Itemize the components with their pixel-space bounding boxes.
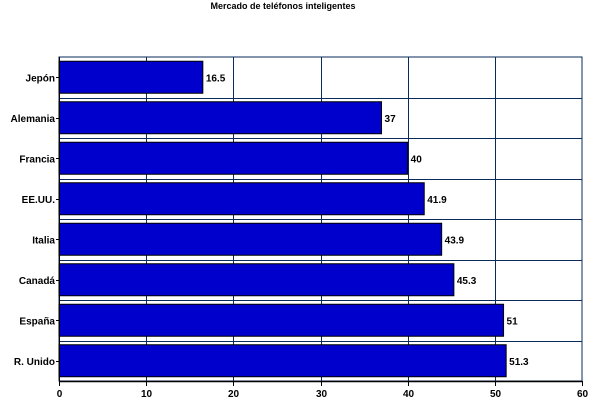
data-label-3: 41.9 (427, 195, 447, 206)
axes (56, 57, 583, 386)
x-tick-label-4: 40 (403, 389, 415, 400)
chart-title: Mercado de teléfonos inteligentes (210, 1, 356, 11)
data-label-4: 43.9 (445, 235, 465, 246)
x-tick-label-3: 30 (316, 389, 328, 400)
category-label-2: Francia (19, 154, 55, 165)
data-label-7: 51.3 (509, 357, 529, 368)
bars (58, 60, 507, 378)
category-label-0: Jepón (26, 73, 55, 84)
category-label-5: Canadá (19, 276, 56, 287)
bar-3 (58, 182, 425, 216)
x-tick-label-5: 50 (490, 389, 502, 400)
data-label-6: 51 (507, 316, 519, 327)
category-label-1: Alemania (11, 114, 56, 125)
data-label-0: 16.5 (206, 73, 226, 84)
bar-0 (58, 60, 204, 94)
bar-7 (58, 344, 507, 378)
data-label-5: 45.3 (457, 276, 477, 287)
bar-1 (58, 101, 383, 135)
category-label-4: Italia (32, 235, 55, 246)
category-label-6: España (19, 316, 55, 327)
category-label-3: EE.UU. (22, 195, 56, 206)
labels: 16.5 Jepón 37 Alemania 40 Francia 41.9 EE.UU. 43… (11, 73, 589, 400)
x-tick-label-0: 0 (57, 389, 63, 400)
data-label-1: 37 (385, 114, 397, 125)
bar-4 (58, 222, 443, 256)
data-label-2: 40 (411, 154, 423, 165)
x-tick-label-6: 60 (577, 389, 589, 400)
x-tick-label-2: 20 (228, 389, 240, 400)
bar-5 (58, 263, 455, 297)
category-label-7: R. Unido (14, 357, 55, 368)
bar-2 (58, 141, 409, 175)
x-tick-label-1: 10 (141, 389, 153, 400)
bar-6 (58, 303, 505, 337)
